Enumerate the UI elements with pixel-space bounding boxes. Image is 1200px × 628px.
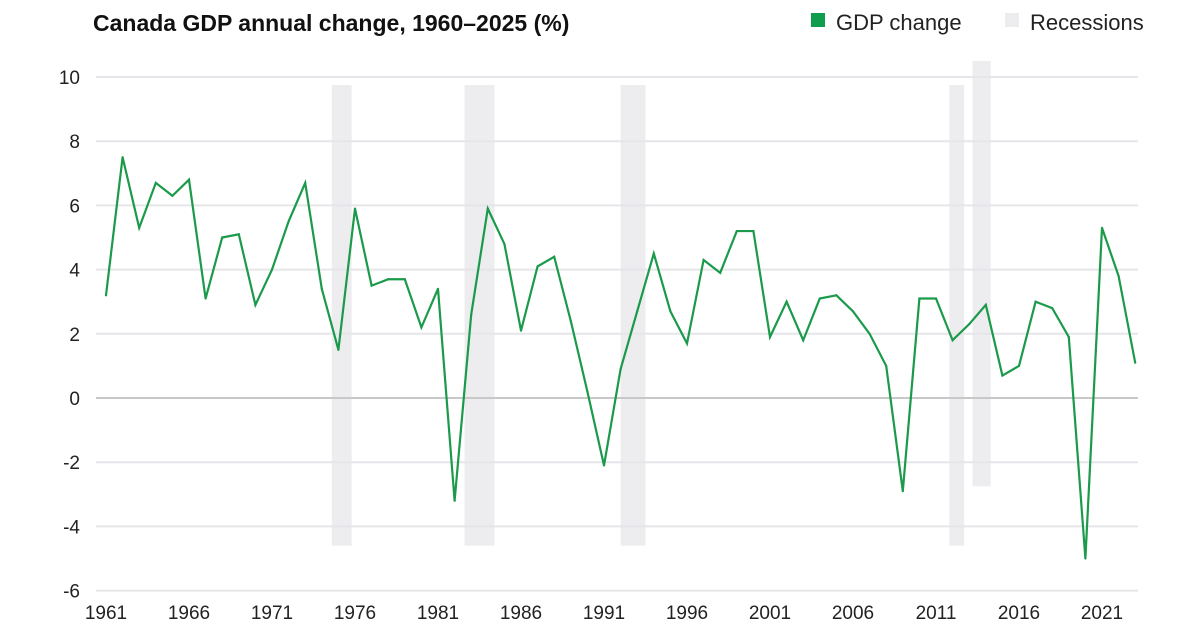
data-point bbox=[553, 255, 556, 258]
y-tick-label: -4 bbox=[63, 517, 80, 538]
data-point bbox=[1084, 557, 1087, 560]
legend-swatch-recessions bbox=[1005, 13, 1019, 27]
data-point bbox=[1100, 226, 1104, 229]
x-tick-label: 2016 bbox=[998, 603, 1040, 624]
y-tick-label: 0 bbox=[69, 389, 80, 410]
data-point bbox=[154, 181, 157, 185]
y-tick-label: -2 bbox=[63, 453, 80, 474]
y-tick-label: 2 bbox=[69, 325, 80, 346]
data-point bbox=[702, 258, 705, 262]
data-point bbox=[254, 303, 257, 307]
data-point bbox=[619, 368, 622, 371]
data-point bbox=[1034, 300, 1037, 303]
data-point bbox=[951, 339, 954, 342]
data-point bbox=[187, 178, 191, 181]
recession-band bbox=[464, 85, 495, 546]
x-tick-label: 1961 bbox=[85, 603, 127, 624]
data-point bbox=[204, 297, 207, 300]
data-point bbox=[835, 294, 838, 297]
y-tick-label: -6 bbox=[63, 582, 80, 603]
x-tick-label: 1976 bbox=[334, 603, 376, 624]
data-point bbox=[353, 207, 357, 210]
data-point bbox=[453, 499, 456, 502]
x-tick-label: 2001 bbox=[749, 603, 791, 624]
data-point bbox=[569, 319, 572, 323]
data-point bbox=[304, 181, 307, 185]
x-tick-label: 2021 bbox=[1081, 603, 1123, 624]
x-tick-label: 1971 bbox=[251, 603, 293, 624]
data-point bbox=[221, 236, 224, 239]
data-point bbox=[602, 464, 606, 467]
data-point bbox=[1051, 307, 1054, 310]
data-point bbox=[918, 297, 921, 300]
data-point bbox=[370, 284, 373, 287]
recession-band bbox=[949, 85, 965, 546]
legend-swatch-gdp bbox=[811, 13, 825, 27]
recession-band bbox=[972, 60, 991, 487]
data-point bbox=[171, 194, 174, 197]
x-tick-label: 1966 bbox=[168, 603, 210, 624]
data-point bbox=[652, 252, 655, 255]
data-point bbox=[785, 300, 788, 303]
x-tick-label: 1986 bbox=[500, 603, 542, 624]
x-tick-label: 2011 bbox=[916, 603, 957, 624]
data-point bbox=[486, 207, 489, 210]
data-point bbox=[934, 297, 938, 300]
data-point bbox=[270, 268, 274, 271]
data-point bbox=[470, 313, 473, 316]
data-point bbox=[403, 278, 406, 281]
data-point bbox=[337, 348, 340, 351]
data-point bbox=[851, 310, 855, 313]
x-tick-label: 1991 bbox=[583, 603, 625, 624]
data-point bbox=[901, 489, 904, 493]
data-point bbox=[685, 342, 689, 345]
data-point bbox=[536, 265, 539, 268]
recession-band bbox=[620, 85, 646, 546]
legend-label-gdp: GDP change bbox=[836, 10, 962, 35]
data-point bbox=[818, 297, 821, 300]
data-point bbox=[636, 310, 639, 313]
data-point bbox=[586, 390, 589, 393]
data-point bbox=[387, 278, 390, 281]
data-point bbox=[885, 364, 888, 367]
data-point bbox=[121, 156, 124, 159]
data-point bbox=[104, 294, 108, 297]
data-point bbox=[1017, 364, 1021, 367]
y-tick-label: 6 bbox=[69, 196, 80, 217]
x-tick-label: 1981 bbox=[417, 603, 459, 624]
data-point bbox=[320, 287, 323, 290]
y-tick-label: 4 bbox=[69, 261, 80, 282]
chart-title: Canada GDP annual change, 1960–2025 (%) bbox=[93, 10, 569, 36]
data-point bbox=[735, 229, 738, 233]
y-tick-label: 10 bbox=[59, 68, 80, 89]
x-tick-label: 1996 bbox=[666, 603, 708, 624]
data-point bbox=[503, 242, 506, 246]
data-point bbox=[519, 329, 523, 332]
legend: GDP change Recessions bbox=[811, 10, 1144, 35]
legend-label-recessions: Recessions bbox=[1030, 10, 1144, 35]
data-point bbox=[1117, 274, 1120, 278]
data-point bbox=[719, 271, 722, 274]
data-point bbox=[768, 335, 772, 339]
data-point bbox=[420, 326, 423, 329]
data-point bbox=[138, 226, 141, 229]
x-tick-label: 2006 bbox=[832, 603, 874, 624]
data-point bbox=[802, 339, 805, 342]
data-point bbox=[752, 229, 755, 233]
data-point bbox=[1134, 361, 1137, 364]
data-point bbox=[984, 303, 987, 307]
data-point bbox=[237, 233, 240, 236]
data-point bbox=[968, 323, 971, 326]
y-tick-label: 8 bbox=[69, 132, 80, 153]
data-point bbox=[436, 287, 440, 290]
data-point bbox=[1067, 335, 1070, 339]
data-point bbox=[287, 220, 290, 223]
data-point bbox=[1001, 374, 1004, 377]
data-point bbox=[669, 310, 672, 313]
data-point bbox=[868, 332, 871, 335]
